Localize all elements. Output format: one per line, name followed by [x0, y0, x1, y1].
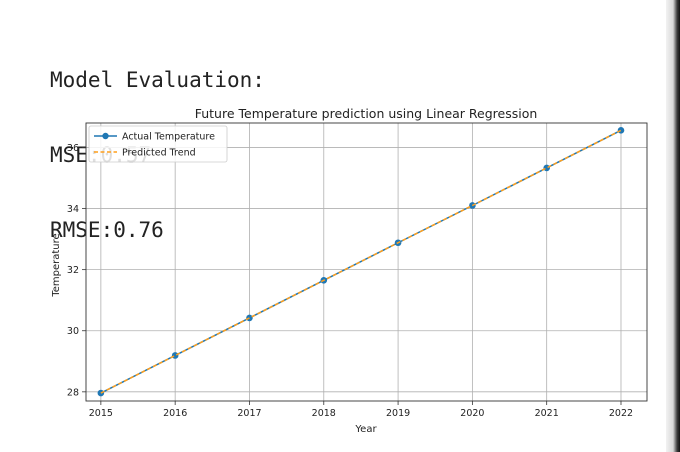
x-tick-label: 2020 — [460, 408, 484, 419]
x-tick-label: 2016 — [163, 408, 187, 419]
legend-box — [88, 125, 228, 163]
y-tick-label: 32 — [67, 265, 79, 276]
evaluation-heading: Model Evaluation: — [50, 68, 265, 92]
x-tick-label: 2019 — [386, 408, 410, 419]
y-axis-label: Temperature — [51, 233, 62, 297]
plot-frame — [85, 122, 648, 402]
y-tick-label: 34 — [67, 204, 79, 215]
y-tick-label: 36 — [67, 143, 79, 154]
legend-actual-label: Actual Temperature — [122, 132, 215, 143]
actual-temperature-point — [617, 127, 625, 134]
actual-temperature-point — [171, 352, 179, 359]
legend-actual-marker — [102, 132, 109, 140]
actual-temperature-point — [246, 314, 253, 322]
x-tick-label: 2022 — [609, 408, 633, 419]
window-edge-shadow — [666, 0, 680, 452]
y-tick-label: 30 — [67, 326, 79, 337]
y-tick-label: 28 — [67, 387, 79, 398]
x-tick-label: 2015 — [89, 408, 113, 419]
actual-temperature-point — [97, 389, 105, 397]
rmse-value: RMSE:0.76 — [50, 218, 164, 242]
actual-temperature-point — [543, 164, 550, 172]
legend-predicted-label: Predicted Trend — [122, 148, 196, 159]
x-tick-label: 2017 — [237, 408, 261, 419]
grid-lines — [86, 123, 647, 401]
chart-legend: Actual Temperature Predicted Trend — [88, 125, 228, 163]
chart-title: Future Temperature prediction using Line… — [195, 106, 538, 121]
x-axis-label: Year — [354, 424, 377, 435]
x-tick-label: 2018 — [312, 408, 336, 419]
series-layer — [97, 127, 625, 397]
actual-temperature-line — [100, 129, 622, 394]
plot-axes: 2015 2016 2017 2018 2019 2020 2021 2022 28 30 32 34… — [67, 122, 648, 419]
x-tick-label: 2021 — [535, 408, 559, 419]
